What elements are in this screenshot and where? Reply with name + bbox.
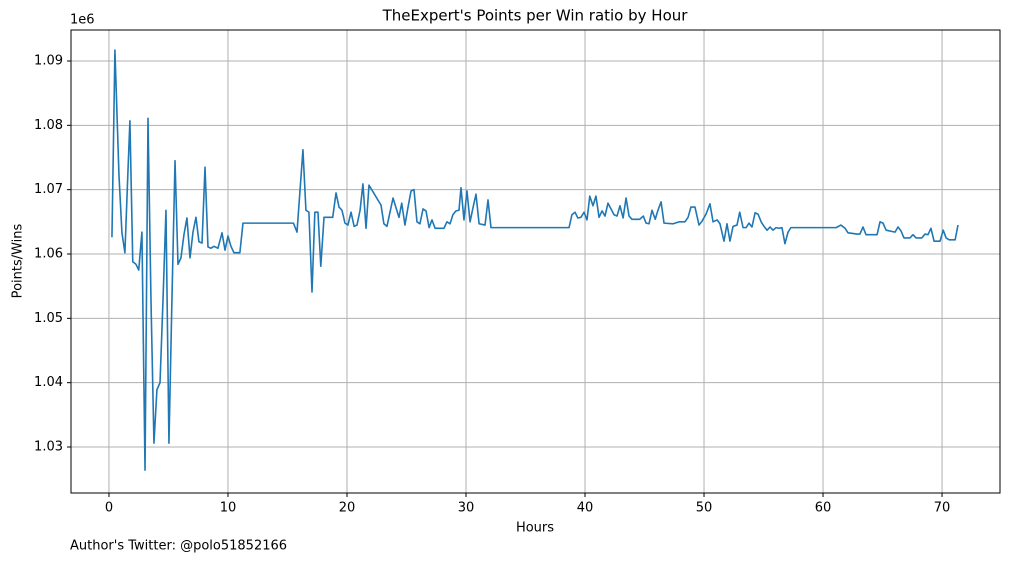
y-tick-label: 1.04	[34, 375, 63, 390]
x-tick-label: 40	[577, 501, 594, 516]
x-tick-label: 0	[105, 501, 113, 516]
y-tick-label: 1.03	[34, 440, 63, 455]
y-tick-label: 1.07	[34, 182, 63, 197]
footnote: Author's Twitter: @polo51852166	[70, 539, 287, 554]
y-tick-label: 1.09	[34, 54, 63, 69]
x-tick-label: 60	[815, 501, 832, 516]
x-axis-label: Hours	[516, 521, 554, 536]
y-tick-label: 1.05	[34, 311, 63, 326]
chart-title: TheExpert's Points per Win ratio by Hour	[382, 7, 689, 25]
x-tick-label: 30	[458, 501, 475, 516]
x-tick-label: 10	[220, 501, 237, 516]
x-tick-label: 20	[339, 501, 356, 516]
data-line	[111, 49, 959, 471]
y-tick-label: 1.08	[34, 118, 63, 133]
y-axis-label: Points/Wins	[11, 223, 26, 298]
x-tick-label: 70	[934, 501, 951, 516]
x-tick-label: 50	[696, 501, 713, 516]
plot-frame	[70, 29, 1001, 494]
y-tick-label: 1.06	[34, 247, 63, 262]
y-offset-label: 1e6	[70, 13, 95, 28]
